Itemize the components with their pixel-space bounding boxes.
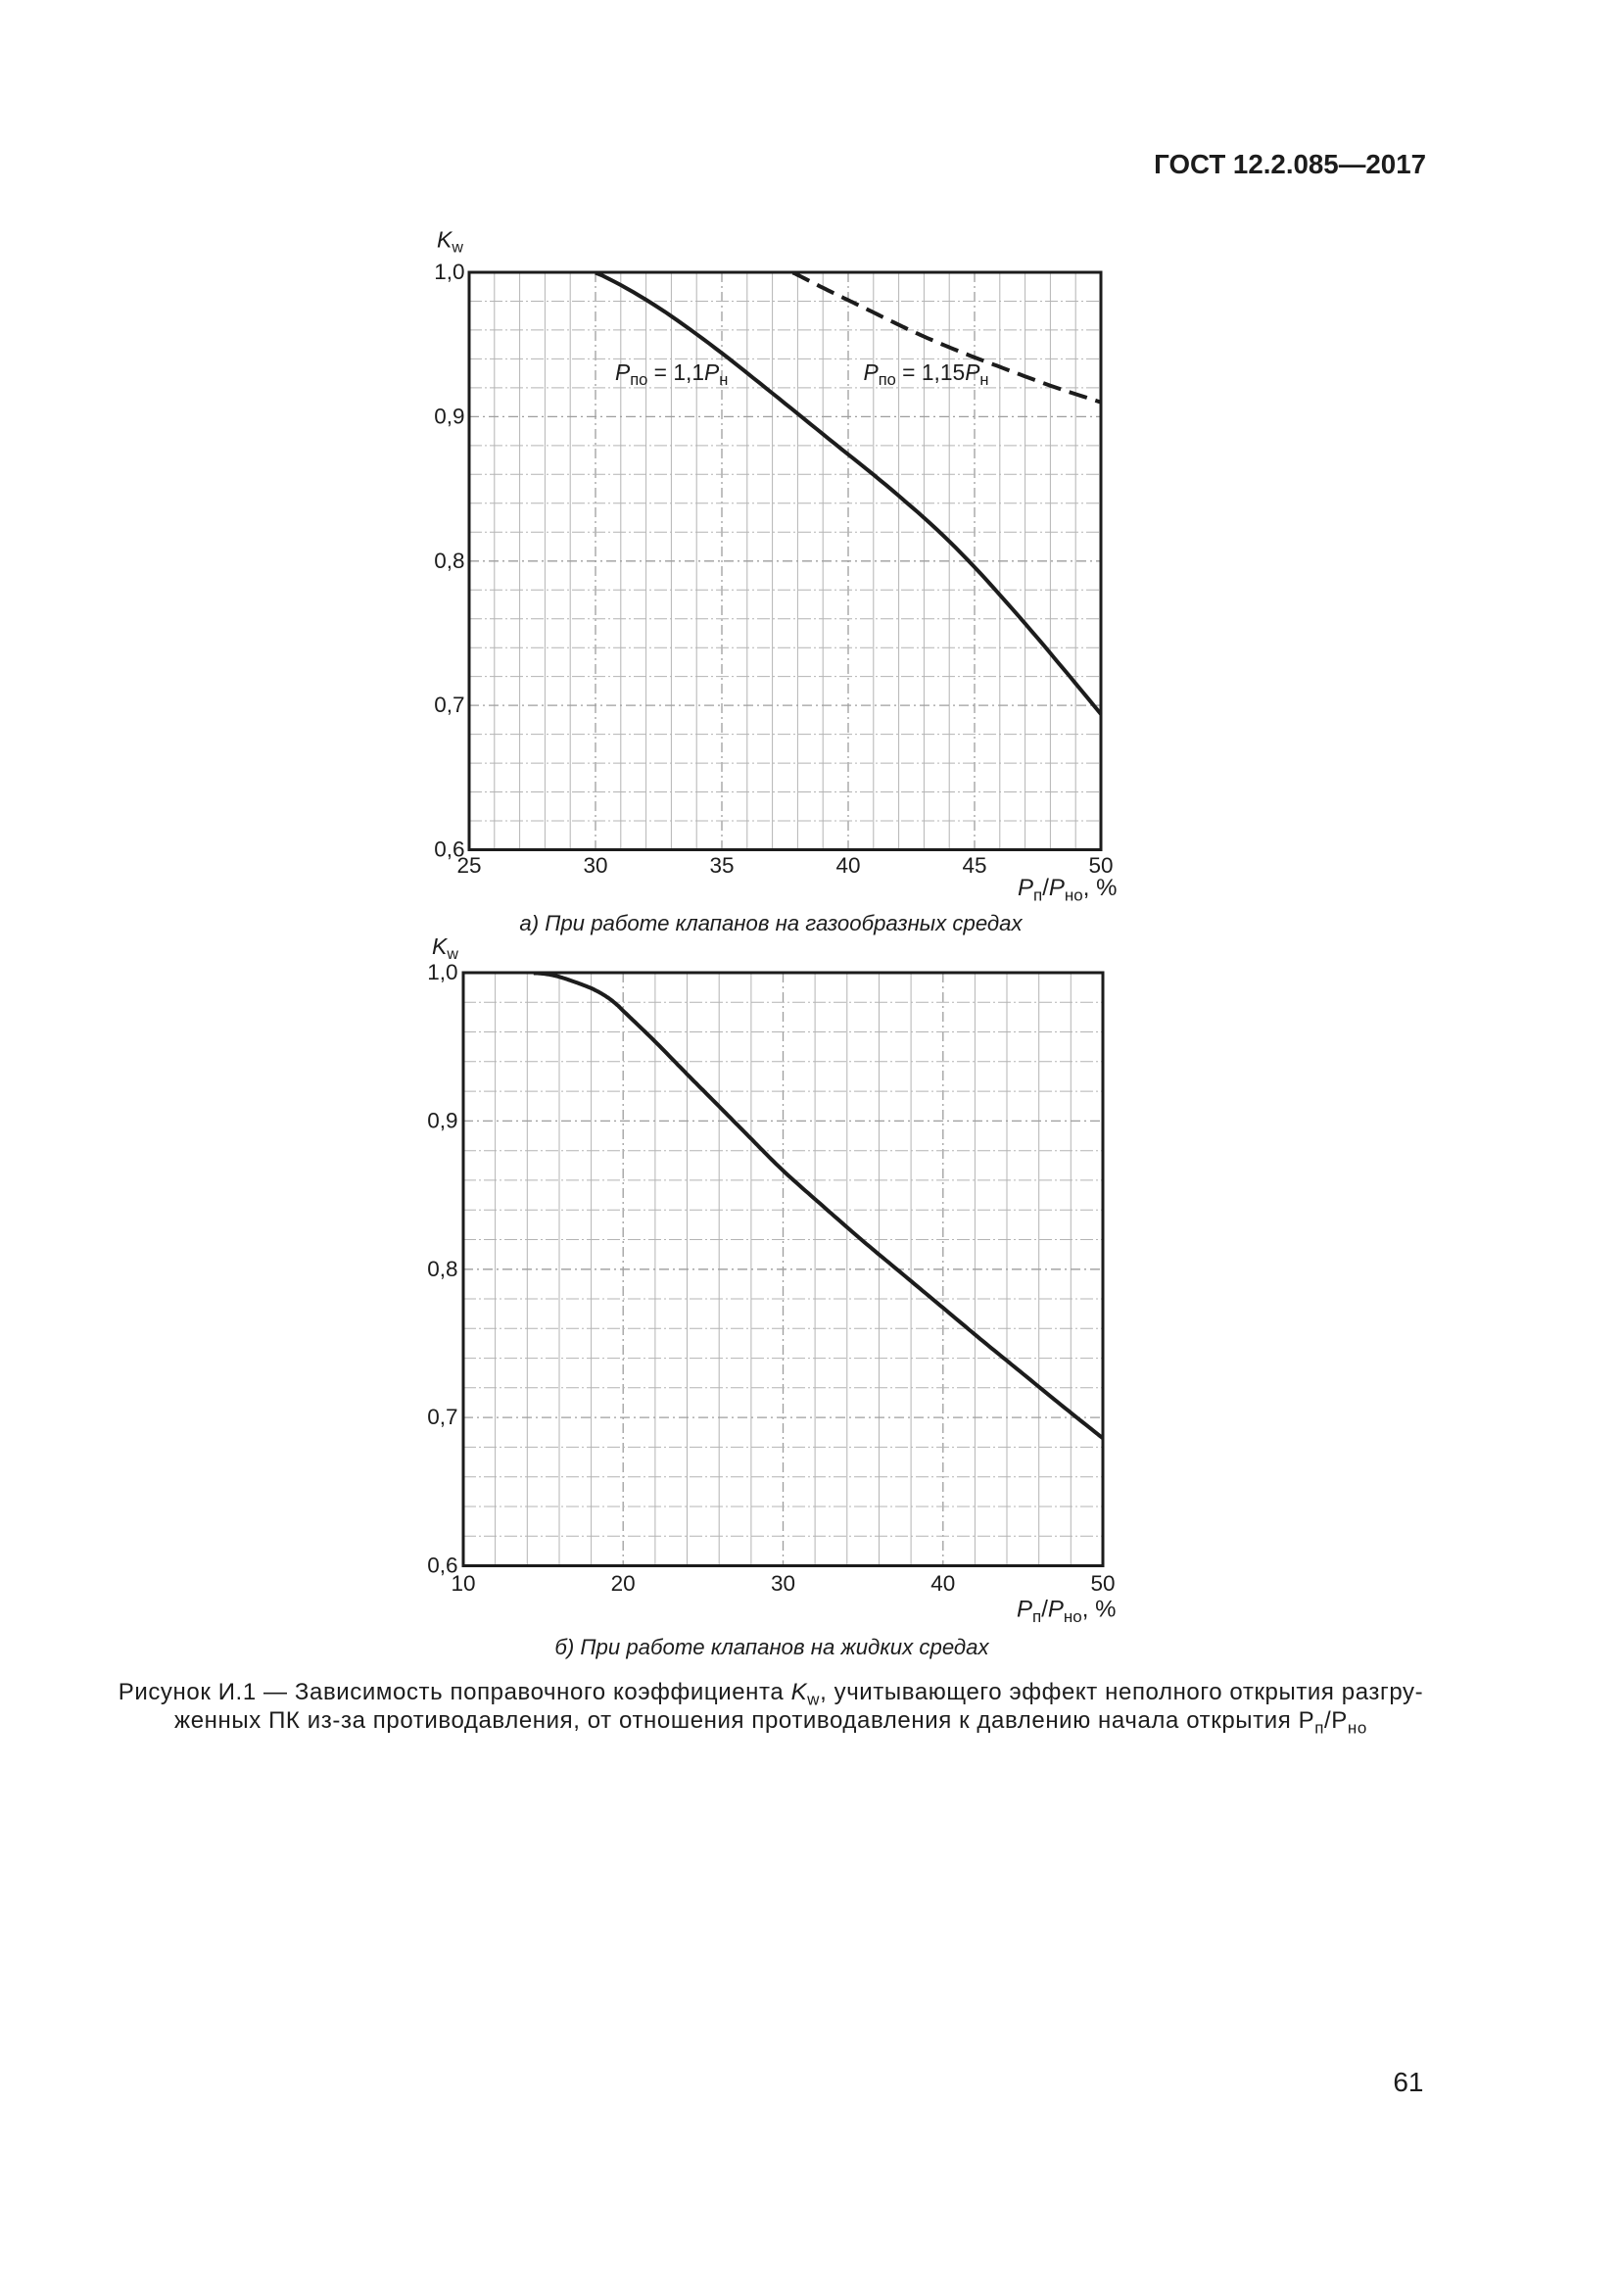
svg-text:Kw: Kw	[432, 933, 458, 963]
svg-text:ГОСТ 12.2.085—2017: ГОСТ 12.2.085—2017	[1154, 149, 1426, 179]
svg-text:1,0: 1,0	[434, 260, 464, 284]
svg-text:0,7: 0,7	[427, 1405, 457, 1429]
svg-text:0,6: 0,6	[427, 1554, 457, 1578]
svg-text:0,8: 0,8	[434, 549, 464, 573]
svg-text:50: 50	[1090, 1571, 1115, 1596]
svg-text:40: 40	[930, 1571, 955, 1596]
svg-text:30: 30	[583, 853, 607, 878]
svg-text:Pпо = 1,1Pн: Pпо = 1,1Pн	[615, 359, 728, 389]
svg-text:а) При работе клапанов на газо: а) При работе клапанов на газообразных с…	[519, 911, 1023, 935]
svg-text:Pпо = 1,15Pн: Pпо = 1,15Pн	[864, 359, 989, 389]
svg-text:0,6: 0,6	[434, 837, 464, 862]
svg-text:1,0: 1,0	[427, 960, 457, 984]
svg-text:35: 35	[709, 853, 734, 878]
svg-text:Kw: Kw	[437, 227, 463, 257]
svg-text:Pп/Pно, %: Pп/Pно, %	[1017, 1597, 1116, 1627]
svg-text:40: 40	[835, 853, 860, 878]
svg-text:45: 45	[962, 853, 986, 878]
svg-text:0,9: 0,9	[427, 1108, 457, 1132]
svg-text:30: 30	[771, 1571, 795, 1596]
svg-text:61: 61	[1393, 2067, 1423, 2097]
svg-text:0,7: 0,7	[434, 693, 464, 717]
svg-text:0,8: 0,8	[427, 1257, 457, 1281]
svg-text:женных ПК из-за противодавлени: женных ПК из-за противодавления, от отно…	[174, 1707, 1367, 1738]
svg-text:50: 50	[1088, 853, 1113, 878]
svg-text:б) При работе клапанов на жидк: б) При работе клапанов на жидких средах	[554, 1635, 989, 1659]
svg-text:20: 20	[611, 1571, 636, 1596]
svg-text:0,9: 0,9	[434, 404, 464, 428]
svg-text:Рисунок И.1 — Зависимость попр: Рисунок И.1 — Зависимость поправочного к…	[119, 1679, 1424, 1709]
svg-text:10: 10	[451, 1571, 475, 1596]
svg-text:25: 25	[456, 853, 481, 878]
svg-text:Pп/Pно, %: Pп/Pно, %	[1018, 875, 1117, 905]
